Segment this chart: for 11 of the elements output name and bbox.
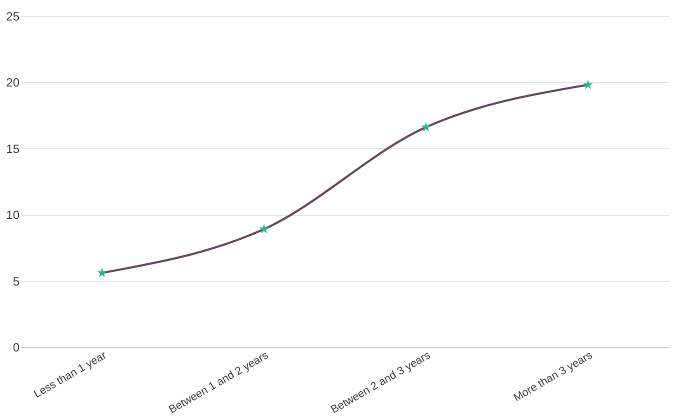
x-tick-label: Less than 1 year xyxy=(32,349,109,401)
point xyxy=(259,224,269,234)
point xyxy=(583,80,593,90)
y-tick-label: 0 xyxy=(12,340,20,354)
point xyxy=(421,122,431,132)
y-tick-label: 5 xyxy=(12,274,20,288)
y-tick-label: 25 xyxy=(6,10,20,24)
y-tick-label: 10 xyxy=(6,208,20,222)
y-tick-label: 15 xyxy=(6,142,20,156)
y-tick-label: 20 xyxy=(6,76,20,90)
point xyxy=(97,268,107,278)
